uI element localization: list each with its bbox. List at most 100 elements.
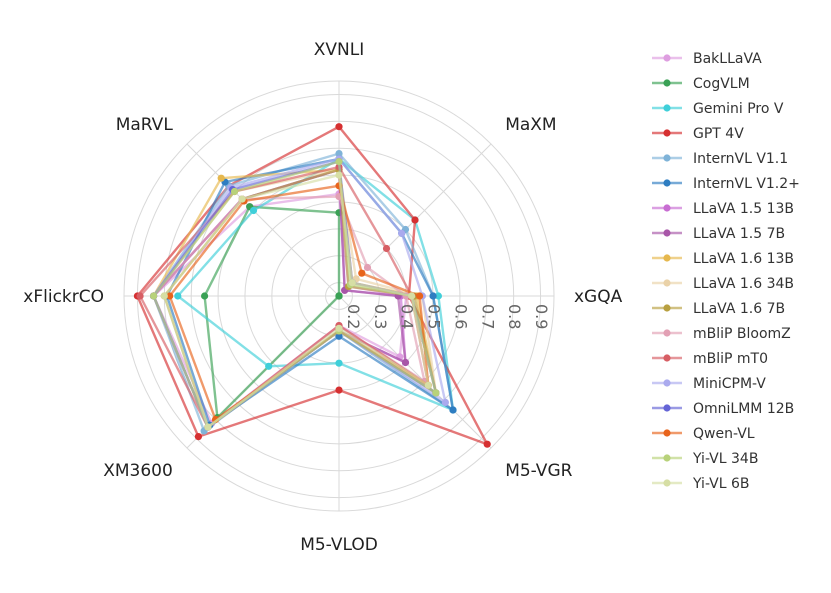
data-point	[382, 244, 391, 253]
axis-label: M5-VLOD	[300, 535, 378, 555]
data-point	[483, 440, 491, 448]
grid-spoke	[338, 295, 492, 449]
radial-tick-label: 0.3	[371, 304, 390, 329]
radial-tick-label: 0.6	[451, 304, 470, 329]
data-point	[398, 229, 406, 237]
data-point	[434, 292, 442, 300]
legend-label: CogVLM	[693, 76, 750, 92]
data-point	[335, 332, 343, 340]
data-point	[424, 381, 432, 389]
legend-item[interactable]: MiniCPM-V	[652, 376, 766, 392]
data-point	[348, 279, 356, 287]
radial-tick-label: 0.4	[398, 304, 417, 329]
legend-label: LLaVA 1.5 13B	[693, 201, 794, 217]
radial-tick-label: 0.2	[344, 304, 363, 329]
radial-tick-label: 0.5	[425, 304, 444, 329]
axis-label: MaRVL	[116, 115, 174, 135]
legend-item[interactable]: InternVL V1.2+	[652, 176, 800, 192]
data-point	[249, 206, 258, 215]
data-point	[174, 292, 182, 300]
data-point	[411, 216, 419, 224]
data-point	[166, 292, 174, 300]
legend-item[interactable]: Gemini Pro V	[652, 101, 784, 117]
data-point	[265, 362, 273, 370]
data-point	[335, 150, 343, 158]
legend-swatch-marker	[663, 179, 671, 187]
data-point	[194, 433, 202, 441]
legend-swatch-marker	[663, 104, 671, 112]
data-point	[150, 292, 158, 300]
radar-series	[133, 123, 491, 448]
axis-label: XM3600	[103, 461, 173, 481]
data-point	[441, 398, 449, 406]
axis-label: MaXM	[505, 115, 556, 135]
data-point	[449, 406, 457, 414]
legend-label: LLaVA 1.5 7B	[693, 226, 785, 242]
data-point	[408, 292, 416, 300]
legend-swatch-marker	[663, 404, 671, 412]
legend-item[interactable]: LLaVA 1.6 13B	[652, 251, 794, 267]
axis-label: XVNLI	[314, 40, 364, 60]
legend-item[interactable]: OmniLMM 12B	[652, 401, 794, 417]
axis-label: xGQA	[574, 287, 623, 307]
axis-label: M5-VGR	[505, 461, 572, 481]
legend-item[interactable]: mBliP mT0	[652, 351, 768, 367]
legend-label: Yi-VL 6B	[692, 476, 750, 492]
legend-item[interactable]: InternVL V1.1	[652, 151, 788, 167]
axis-labels: XVNLI MaXM xGQA M5-VGR M5-VLOD XM3600 xFlickrC…	[23, 40, 622, 555]
legend-swatch-marker	[663, 54, 671, 62]
legend-label: mBliP BloomZ	[693, 326, 791, 342]
data-point	[358, 269, 366, 277]
data-point	[204, 423, 212, 431]
legend-label: Gemini Pro V	[693, 101, 784, 117]
data-point	[201, 292, 209, 300]
legend-swatch-marker	[663, 304, 671, 312]
legend-label: Qwen-VL	[693, 426, 755, 442]
legend-label: LLaVA 1.6 34B	[693, 276, 794, 292]
data-point	[335, 158, 343, 166]
legend-swatch-marker	[663, 329, 671, 337]
legend-item[interactable]: BakLLaVA	[652, 51, 762, 67]
legend[interactable]: BakLLaVA CogVLM Gemini Pro V GPT 4V InternVL…	[652, 51, 800, 492]
data-point	[335, 292, 343, 300]
legend-label: LLaVA 1.6 13B	[693, 251, 794, 267]
legend-item[interactable]: LLaVA 1.6 34B	[652, 276, 794, 292]
grid-spoke	[186, 143, 340, 297]
legend-label: MiniCPM-V	[693, 376, 766, 392]
data-point	[401, 358, 410, 367]
legend-swatch-marker	[663, 79, 671, 87]
legend-item[interactable]: Yi-VL 6B	[652, 476, 750, 492]
radial-tick-label: 0.7	[478, 304, 497, 329]
data-point	[230, 187, 239, 196]
legend-label: InternVL V1.2+	[693, 176, 800, 192]
legend-swatch-marker	[663, 204, 671, 212]
data-point	[136, 292, 144, 300]
legend-label: GPT 4V	[693, 126, 744, 142]
data-point	[335, 359, 343, 367]
radial-tick-label: 0.8	[505, 304, 524, 329]
legend-swatch-marker	[663, 254, 671, 262]
radial-tick-labels: 0.2 0.3 0.4 0.5 0.6 0.7 0.8 0.9	[344, 304, 551, 329]
legend-item[interactable]: LLaVA 1.5 7B	[652, 226, 785, 242]
data-point	[416, 292, 424, 300]
legend-item[interactable]: LLaVA 1.6 7B	[652, 301, 785, 317]
legend-label: InternVL V1.1	[693, 151, 788, 167]
legend-item[interactable]: Qwen-VL	[652, 426, 755, 442]
legend-swatch-marker	[663, 154, 671, 162]
legend-item[interactable]: mBliP BloomZ	[652, 326, 791, 342]
data-point	[335, 324, 343, 332]
legend-swatch-marker	[663, 454, 671, 462]
legend-label: Yi-VL 34B	[692, 451, 758, 467]
radial-tick-label: 0.9	[532, 304, 551, 329]
data-point	[160, 292, 168, 300]
series-line	[203, 205, 341, 419]
legend-item[interactable]: LLaVA 1.5 13B	[652, 201, 794, 217]
legend-label: OmniLMM 12B	[693, 401, 794, 417]
data-point	[238, 195, 246, 203]
legend-item[interactable]: CogVLM	[652, 76, 750, 92]
legend-item[interactable]: Yi-VL 34B	[652, 451, 758, 467]
legend-swatch-marker	[663, 279, 671, 287]
data-point	[335, 386, 343, 394]
legend-item[interactable]: GPT 4V	[652, 126, 744, 142]
